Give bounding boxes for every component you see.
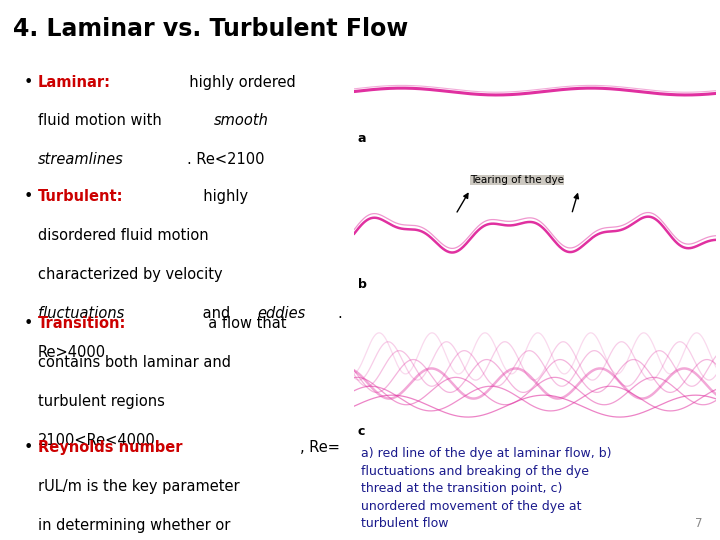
Text: Laminar:: Laminar: <box>37 75 111 90</box>
Text: , Re=: , Re= <box>300 440 339 455</box>
Text: characterized by velocity: characterized by velocity <box>37 267 222 282</box>
Text: highly: highly <box>194 189 248 204</box>
Text: a) red line of the dye at laminar flow, b)
fluctuations and breaking of the dye
: a) red line of the dye at laminar flow, … <box>361 447 612 530</box>
Text: a flow that: a flow that <box>199 316 287 331</box>
Text: Re>4000: Re>4000 <box>37 345 106 360</box>
Text: •: • <box>23 316 33 331</box>
Text: •: • <box>23 75 33 90</box>
Text: b: b <box>358 279 366 292</box>
Text: .: . <box>338 306 343 321</box>
Text: contains both laminar and: contains both laminar and <box>37 355 231 370</box>
Text: Turbulent:: Turbulent: <box>37 189 123 204</box>
Text: smooth: smooth <box>213 113 269 129</box>
Text: •: • <box>23 440 33 455</box>
Text: rUL/m is the key parameter: rUL/m is the key parameter <box>37 479 240 494</box>
Text: in determining whether or: in determining whether or <box>37 518 230 533</box>
Text: eddies: eddies <box>258 306 306 321</box>
Text: •: • <box>23 189 33 204</box>
Text: disordered fluid motion: disordered fluid motion <box>37 228 208 243</box>
Text: highly ordered: highly ordered <box>180 75 296 90</box>
Text: a: a <box>358 132 366 145</box>
Text: 4. Laminar vs. Turbulent Flow: 4. Laminar vs. Turbulent Flow <box>13 17 408 41</box>
Text: . Re<2100: . Re<2100 <box>187 152 265 167</box>
Text: fluid motion with: fluid motion with <box>37 113 166 129</box>
Text: 7: 7 <box>695 517 702 530</box>
Text: and: and <box>198 306 235 321</box>
Text: Tearing of the dye: Tearing of the dye <box>470 175 564 185</box>
Text: streamlines: streamlines <box>37 152 124 167</box>
Text: 2100<Re<4000: 2100<Re<4000 <box>37 433 156 448</box>
Text: Transition:: Transition: <box>37 316 126 331</box>
Text: fluctuations: fluctuations <box>37 306 124 321</box>
Text: c: c <box>358 424 365 437</box>
Text: turbulent regions: turbulent regions <box>37 394 165 409</box>
Text: Reynolds number: Reynolds number <box>37 440 182 455</box>
